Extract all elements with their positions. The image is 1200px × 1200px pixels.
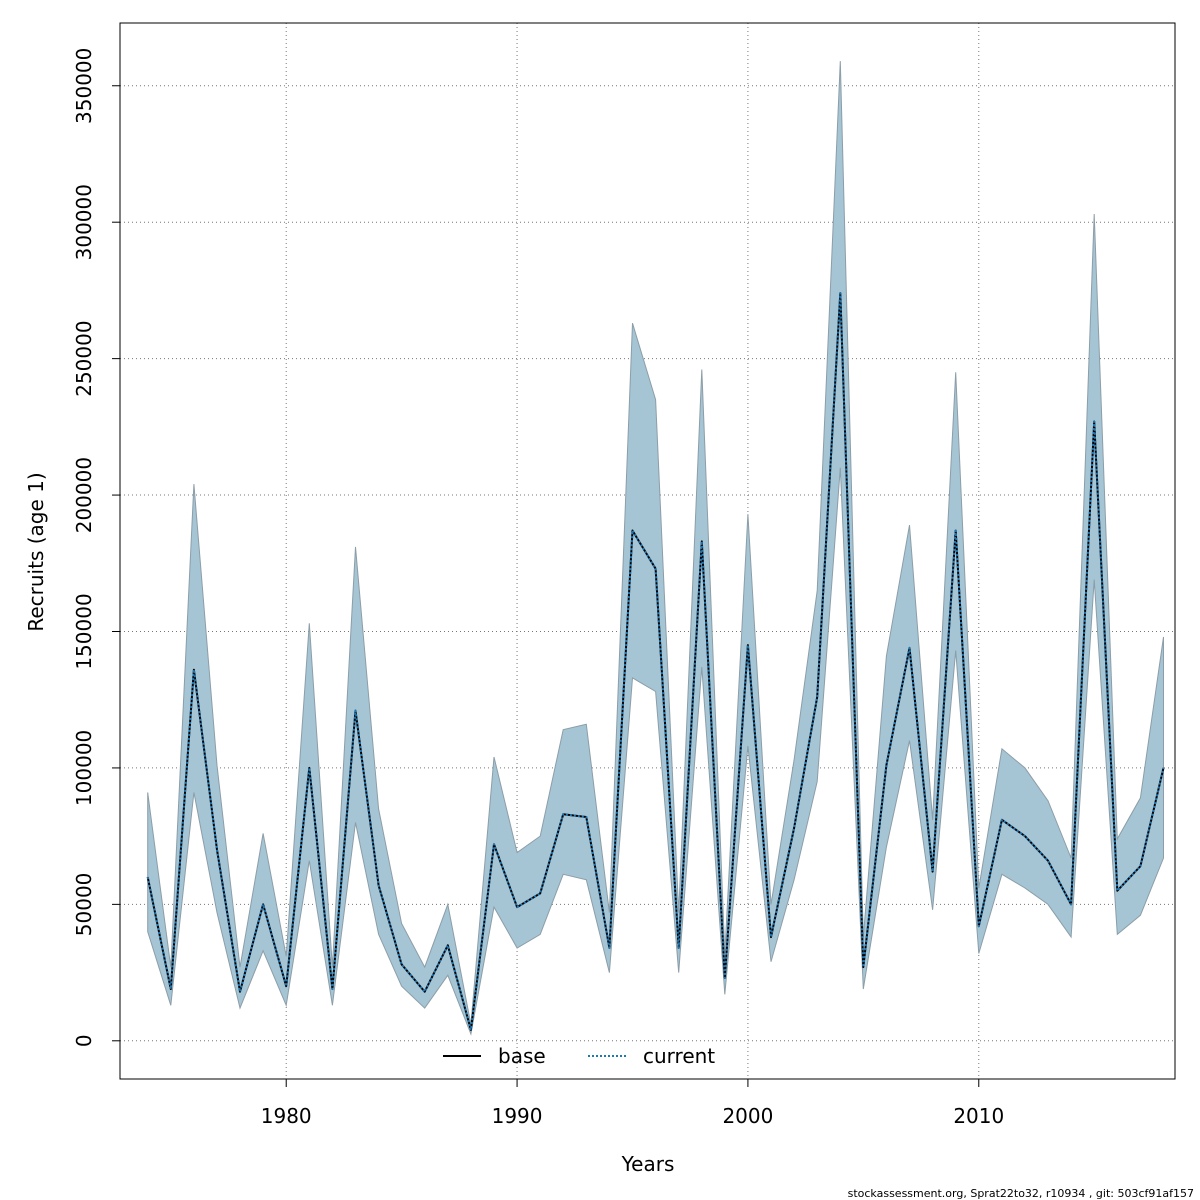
y-tick-label: 100000 [72, 730, 96, 806]
y-tick-label: 50000 [72, 873, 96, 937]
confidence-band [147, 61, 1164, 1036]
x-axis-title: Years [621, 1152, 675, 1176]
y-tick-label: 350000 [72, 48, 96, 124]
legend: base current [443, 1044, 715, 1068]
y-tick-label: 300000 [72, 184, 96, 260]
legend-label-current: current [643, 1044, 715, 1068]
y-tick-label: 0 [72, 1034, 96, 1047]
x-tick-label: 2000 [722, 1104, 773, 1128]
confidence-band-layer [147, 61, 1164, 1036]
series-line-layer [146, 292, 1165, 1031]
x-tick-label: 2010 [953, 1104, 1004, 1128]
footer-credit: stockassessment.org, Sprat22to32, r10934… [848, 1187, 1194, 1200]
y-tick-label: 150000 [72, 593, 96, 669]
y-tick-label: 250000 [72, 320, 96, 396]
legend-label-base: base [498, 1044, 546, 1068]
y-tick-label: 200000 [72, 457, 96, 533]
y-axis-title: Recruits (age 1) [24, 472, 48, 631]
series-line-current [146, 292, 1165, 1031]
plot-frame [119, 22, 1176, 1080]
x-tick-label: 1990 [492, 1104, 543, 1128]
y-axis-ticks: 0 50000 100000 150000 200000 250000 300000 3500… [72, 48, 120, 1047]
x-axis-ticks: 1980 1990 2000 2010 [261, 1079, 1004, 1128]
x-tick-label: 1980 [261, 1104, 312, 1128]
